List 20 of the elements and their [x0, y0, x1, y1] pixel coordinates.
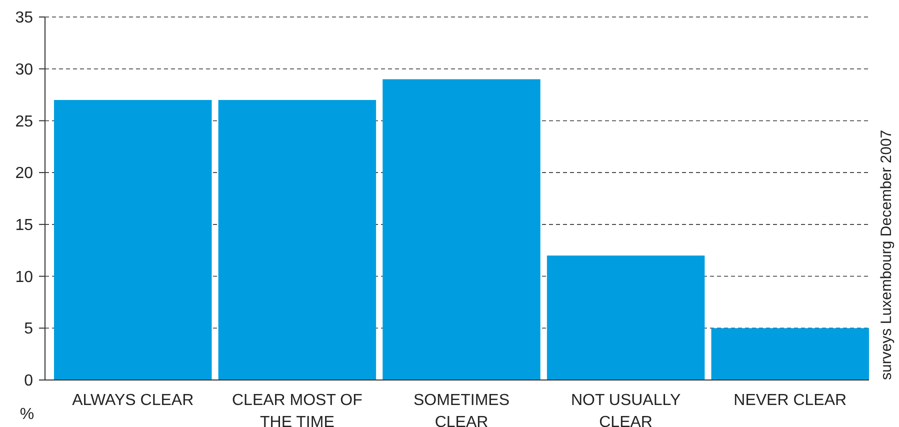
y-tick-label: 35 [15, 10, 34, 27]
bar [382, 79, 540, 380]
x-tick-label: CLEAR MOST OF THE TIME [232, 392, 363, 427]
y-tick-label: 10 [15, 268, 34, 286]
bar [711, 328, 869, 380]
y-tick-label: 25 [15, 113, 34, 130]
x-tick-label: SOMETIMES CLEAR [413, 392, 510, 427]
text: surveys Luxembourg December 2007 [878, 130, 895, 380]
x-tick-label: NEVER CLEAR [734, 392, 847, 409]
x-tick-label: ALWAYS CLEAR [72, 392, 194, 409]
y-tick-label: 5 [24, 320, 34, 338]
bar [54, 100, 212, 380]
y-tick-label: 20 [15, 165, 34, 182]
y-tick-label: 0 [24, 372, 34, 390]
x-tick-label: NOT USUALLY CLEAR [570, 392, 681, 427]
y-axis-title: % [20, 406, 34, 423]
bar [218, 100, 376, 380]
bar [546, 256, 705, 380]
y-tick-label: 15 [15, 217, 34, 234]
y-tick-label: 30 [15, 61, 34, 78]
